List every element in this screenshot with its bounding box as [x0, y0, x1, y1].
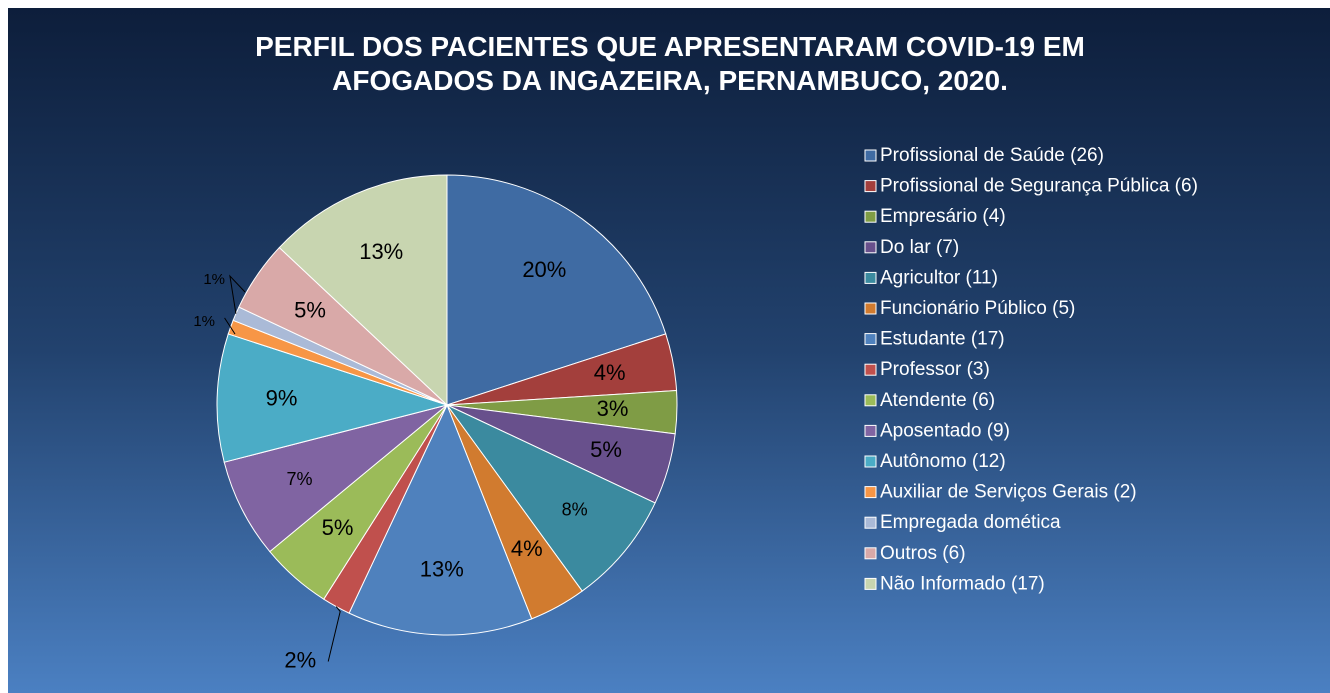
legend-label: Outros (6) — [880, 543, 966, 564]
data-label: 1% — [193, 313, 215, 330]
legend-label: Aposentado (9) — [880, 420, 1010, 441]
legend-swatch — [864, 302, 877, 315]
legend-swatch — [864, 516, 877, 529]
legend-label: Auxiliar de Serviços Gerais (2) — [880, 482, 1137, 503]
legend-swatch — [864, 363, 877, 376]
data-label: 9% — [266, 386, 298, 411]
legend-swatch — [864, 210, 877, 223]
legend-swatch — [864, 271, 877, 284]
chart-title: PERFIL DOS PACIENTES QUE APRESENTARAM CO… — [255, 31, 1085, 96]
leader-line — [229, 274, 246, 314]
pie-slice — [216, 333, 449, 463]
legend-swatch — [864, 577, 877, 590]
data-label: 4% — [511, 536, 543, 561]
legend-swatch — [864, 394, 877, 407]
data-label: 7% — [286, 469, 312, 489]
leader-line — [224, 317, 236, 335]
legend-swatch — [864, 424, 877, 437]
legend-label: Agricultor (11) — [880, 267, 998, 288]
data-label: 4% — [594, 360, 626, 385]
data-label: 13% — [359, 239, 403, 264]
data-label: 8% — [562, 499, 588, 519]
pie-slice — [223, 404, 448, 553]
pie-slice — [278, 174, 448, 407]
data-label: 5% — [322, 515, 354, 540]
data-label: 3% — [597, 396, 629, 421]
legend-swatch — [864, 149, 877, 162]
data-label: 20% — [522, 257, 566, 282]
legend-label: Empregada domética — [880, 512, 1061, 533]
leader-line — [327, 606, 341, 662]
legend-swatch — [864, 333, 877, 346]
legend-label: Autônomo (12) — [880, 451, 1006, 472]
data-label: 13% — [420, 556, 464, 581]
legend-label: Profissional de Saúde (26) — [880, 145, 1104, 166]
legend-swatch — [864, 180, 877, 193]
legend-label: Funcionário Público (5) — [880, 298, 1075, 319]
legend-label: Estudante (17) — [880, 329, 1005, 350]
pie-slice — [446, 404, 656, 592]
data-label: 5% — [294, 298, 326, 323]
data-label: 2% — [284, 647, 316, 672]
legend-label: Não Informado (17) — [880, 573, 1045, 594]
title-box: PERFIL DOS PACIENTES QUE APRESENTARAM CO… — [255, 31, 1085, 96]
data-label: 5% — [590, 437, 622, 462]
legend-label: Atendente (6) — [880, 390, 995, 411]
legend-label: Empresário (4) — [880, 206, 1006, 227]
legend-label: Professor (3) — [880, 359, 990, 380]
legend-swatch — [864, 455, 877, 468]
data-label: 1% — [203, 271, 225, 288]
legend-swatch — [864, 486, 877, 499]
legend-label: Profissional de Segurança Pública (6) — [880, 176, 1198, 197]
pie-slice — [348, 403, 533, 636]
legend-label: Do lar (7) — [880, 237, 959, 258]
pie-slice — [446, 174, 667, 406]
legend-swatch — [864, 241, 877, 254]
legend-swatch — [864, 547, 877, 560]
